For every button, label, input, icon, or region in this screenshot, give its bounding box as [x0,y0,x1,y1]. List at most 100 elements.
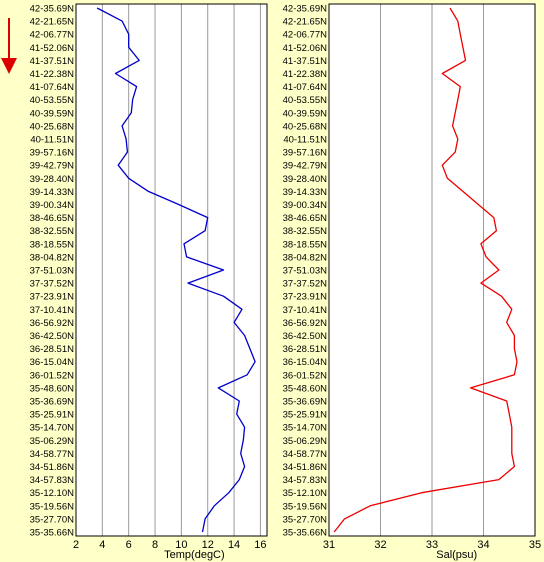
x-tick-label: 12 [202,539,214,551]
x-tick-label: 10 [175,539,187,551]
y-tick-label: 37-10.41N [283,305,328,316]
y-tick-label: 35-27.70N [283,514,328,525]
y-tick-label: 42-21.65N [283,17,328,28]
y-tick-label: 39-14.33N [30,187,75,198]
y-tick-label: 36-42.50N [283,331,328,342]
y-tick-label: 40-25.68N [283,121,328,132]
y-tick-label: 41-07.64N [283,82,328,93]
y-tick-label: 35-06.29N [283,436,328,447]
y-tick-label: 39-57.16N [283,148,328,159]
x-tick-label: 14 [228,539,240,551]
y-tick-label: 36-15.04N [30,357,75,368]
y-tick-label: 37-37.52N [30,279,75,290]
plot-frame [328,3,536,537]
y-tick-label: 39-28.40N [30,174,75,185]
y-tick-label: 35-25.91N [30,410,75,421]
plot-frame [75,3,268,537]
x-tick-label: 34 [477,539,489,551]
y-tick-label: 40-39.59N [283,108,328,119]
y-tick-label: 42-06.77N [283,30,328,41]
y-tick-label: 38-32.55N [283,226,328,237]
y-tick-label: 36-56.92N [283,318,328,329]
x-tick-label: 35 [529,539,541,551]
y-tick-label: 35-48.60N [283,383,328,394]
y-tick-label: 35-36.69N [30,397,75,408]
x-tick-label: 8 [152,539,158,551]
y-tick-label: 39-57.16N [30,148,75,159]
y-tick-label: 35-36.69N [283,397,328,408]
y-tick-label: 40-53.55N [283,95,328,106]
y-tick-label: 36-42.50N [30,331,75,342]
y-tick-label: 35-14.70N [30,423,75,434]
y-tick-label: 37-51.03N [30,266,75,277]
y-tick-label: 36-01.52N [30,370,75,381]
y-tick-label: 36-28.51N [30,344,75,355]
x-tick-label: 33 [426,539,438,551]
y-tick-label: 42-35.69N [283,4,328,15]
y-tick-label: 38-04.82N [30,252,75,263]
x-tick-label: 2 [73,539,79,551]
y-tick-label: 39-42.79N [30,161,75,172]
y-tick-label: 34-57.83N [30,475,75,486]
series-line [333,7,518,533]
y-tick-label: 35-27.70N [30,514,75,525]
y-tick-label: 37-23.91N [30,292,75,303]
x-tick-label: 16 [254,539,266,551]
y-tick-label: 37-37.52N [283,279,328,290]
y-tick-label: 41-52.06N [283,43,328,54]
y-tick-label: 35-48.60N [30,383,75,394]
y-tick-label: 34-58.77N [30,449,75,460]
y-tick-label: 38-04.82N [283,252,328,263]
y-tick-label: 40-53.55N [30,95,75,106]
y-tick-label: 38-18.55N [30,239,75,250]
y-tick-label: 41-37.51N [283,56,328,67]
y-tick-label: 38-32.55N [30,226,75,237]
y-tick-label: 39-14.33N [283,187,328,198]
y-tick-label: 35-19.56N [283,501,328,512]
y-tick-label: 41-52.06N [30,43,75,54]
y-tick-label: 40-25.68N [30,121,75,132]
y-tick-label: 34-51.86N [30,462,75,473]
y-tick-label: 40-39.59N [30,108,75,119]
y-tick-label: 39-28.40N [283,174,328,185]
y-tick-label: 35-35.66N [30,528,75,539]
y-tick-label: 41-22.38N [30,69,75,80]
y-tick-label: 35-12.10N [30,488,75,499]
y-tick-label: 38-46.65N [30,213,75,224]
y-tick-label: 42-06.77N [30,30,75,41]
x-tick-label: 31 [323,539,335,551]
y-tick-label: 37-10.41N [30,305,75,316]
y-tick-label: 39-00.34N [283,200,328,211]
series-line [96,7,256,533]
y-tick-label: 41-37.51N [30,56,75,67]
y-tick-label: 35-06.29N [30,436,75,447]
plot-area [76,4,267,536]
chart-panel-2: 31 32 33 34 35 42-35.69N 42-21.65N 42-06.77N 41-… [283,3,541,561]
y-tick-label: 38-18.55N [283,239,328,250]
y-tick-label: 37-23.91N [283,292,328,303]
y-tick-label: 34-51.86N [283,462,328,473]
y-tick-label: 42-21.65N [30,17,75,28]
y-tick-label: 35-12.10N [283,488,328,499]
y-tick-label: 36-01.52N [283,370,328,381]
x-axis-label: Temp(degC) [164,549,225,561]
chart-panel-1: 2 4 6 8 10 12 14 16 42-35.69N 42-21.65N 42-06.77N 4… [30,3,268,561]
x-tick-label: 6 [126,539,132,551]
y-tick-label: 37-51.03N [283,266,328,277]
y-tick-label: 35-14.70N [283,423,328,434]
y-tick-label: 36-28.51N [283,344,328,355]
y-tick-label: 35-35.66N [283,528,328,539]
y-tick-label: 40-11.51N [30,135,74,146]
y-tick-label: 38-46.65N [283,213,328,224]
y-tick-label: 39-42.79N [283,161,328,172]
y-tick-label: 41-22.38N [283,69,328,80]
y-tick-label: 34-57.83N [283,475,328,486]
y-tick-label: 40-11.51N [283,135,327,146]
y-tick-label: 34-58.77N [283,449,328,460]
y-tick-label: 41-07.64N [30,82,75,93]
y-tick-label: 42-35.69N [30,4,75,15]
x-axis-label: Sal(psu) [436,549,477,561]
y-tick-label: 36-56.92N [30,318,75,329]
x-tick-label: 32 [374,539,386,551]
